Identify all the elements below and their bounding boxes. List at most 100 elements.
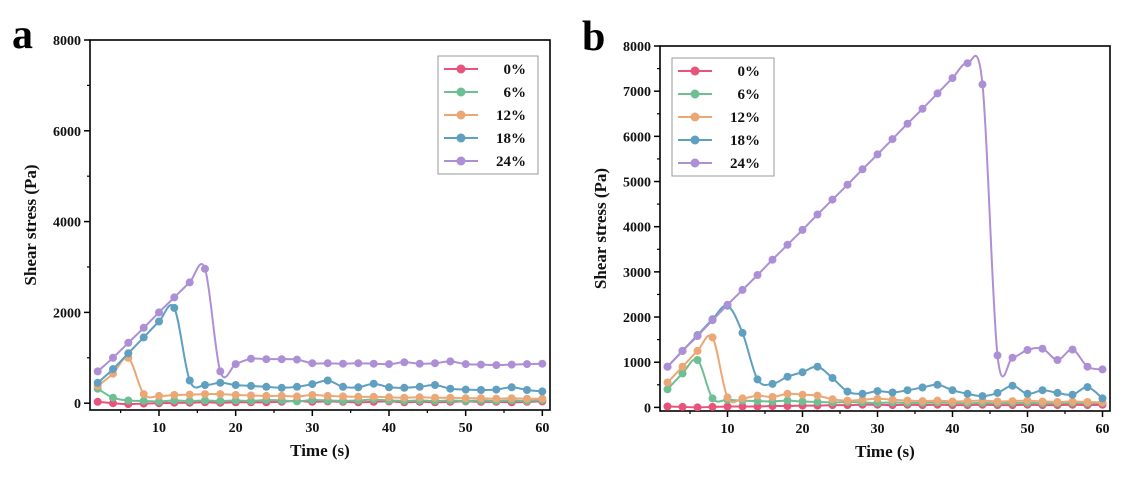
panel-letter-b: b bbox=[582, 14, 605, 60]
data-point-0pct bbox=[708, 402, 717, 411]
y-tick-label: 8000 bbox=[623, 40, 651, 55]
data-point-18pct bbox=[873, 387, 882, 396]
data-point-18pct bbox=[201, 381, 209, 389]
data-point-6pct bbox=[170, 396, 179, 405]
data-point-18pct bbox=[170, 303, 179, 312]
legend-label: 12% bbox=[730, 110, 760, 126]
data-point-24pct bbox=[277, 355, 286, 364]
legend-marker bbox=[456, 156, 466, 166]
data-point-18pct bbox=[431, 381, 439, 389]
legend-label: 6% bbox=[504, 85, 527, 101]
data-point-18pct bbox=[1023, 389, 1032, 398]
data-point-12pct bbox=[1038, 397, 1047, 406]
data-point-12pct bbox=[843, 396, 852, 405]
x-axis-title: Time (s) bbox=[855, 442, 915, 461]
data-point-12pct bbox=[933, 396, 942, 405]
legend-marker bbox=[690, 158, 700, 168]
legend-marker bbox=[456, 133, 466, 143]
plot-frame bbox=[659, 45, 1111, 412]
data-point-18pct bbox=[139, 333, 148, 342]
data-point-12pct bbox=[461, 394, 470, 403]
data-point-24pct bbox=[828, 195, 837, 204]
x-axis-title: Time (s) bbox=[290, 441, 350, 460]
data-point-24pct bbox=[308, 359, 317, 368]
y-axis-title: Shear stress (Pa) bbox=[591, 168, 610, 289]
data-point-18pct bbox=[385, 383, 393, 392]
data-point-12pct bbox=[247, 391, 255, 400]
data-point-0pct bbox=[93, 397, 102, 406]
data-point-18pct bbox=[262, 382, 271, 391]
legend-label: 12% bbox=[496, 108, 526, 124]
data-point-6pct bbox=[185, 396, 194, 405]
data-point-24pct bbox=[678, 346, 687, 355]
data-point-18pct bbox=[293, 382, 301, 391]
data-point-18pct bbox=[813, 362, 822, 371]
y-tick-label: 8000 bbox=[53, 34, 81, 49]
data-point-24pct bbox=[339, 359, 347, 368]
x-tick-label: 20 bbox=[796, 422, 810, 437]
data-point-12pct bbox=[813, 391, 822, 400]
series-line-18pct bbox=[666, 304, 1104, 400]
data-point-12pct bbox=[873, 394, 882, 403]
data-point-12pct bbox=[678, 362, 687, 371]
data-point-24pct bbox=[369, 359, 378, 368]
data-point-24pct bbox=[948, 74, 957, 83]
data-point-18pct bbox=[354, 383, 363, 392]
data-point-24pct bbox=[139, 323, 148, 332]
data-point-18pct bbox=[828, 374, 837, 382]
data-point-12pct bbox=[446, 393, 455, 402]
legend-label: 0% bbox=[504, 62, 527, 78]
x-tick-label: 30 bbox=[871, 422, 885, 437]
data-point-12pct bbox=[1008, 397, 1017, 406]
data-point-6pct bbox=[201, 396, 209, 405]
data-point-24pct bbox=[293, 355, 301, 364]
series-line-18pct bbox=[97, 304, 543, 393]
legend: 0% 6% 12% 18% 24% bbox=[671, 57, 775, 177]
plot-area bbox=[93, 263, 547, 409]
data-point-18pct bbox=[339, 382, 347, 391]
data-point-12pct bbox=[262, 391, 271, 400]
data-point-12pct bbox=[477, 394, 485, 403]
data-point-18pct bbox=[1008, 381, 1017, 390]
data-point-18pct bbox=[768, 379, 777, 388]
data-point-24pct bbox=[978, 80, 987, 89]
data-point-24pct bbox=[477, 360, 485, 369]
data-point-6pct bbox=[663, 385, 672, 394]
data-point-18pct bbox=[1038, 386, 1047, 395]
data-point-18pct bbox=[247, 381, 255, 390]
data-point-18pct bbox=[1083, 383, 1092, 392]
plot-frame bbox=[89, 39, 551, 411]
data-point-6pct bbox=[216, 396, 225, 405]
data-point-12pct bbox=[216, 390, 225, 399]
data-point-18pct bbox=[109, 365, 117, 374]
legend-marker bbox=[690, 66, 700, 76]
data-point-24pct bbox=[170, 293, 179, 302]
legend-label: 18% bbox=[496, 131, 526, 147]
data-point-24pct bbox=[1098, 365, 1107, 374]
legend: 0% 6% 12% 18% 24% bbox=[437, 55, 539, 175]
data-point-0pct bbox=[693, 403, 702, 411]
data-point-12pct bbox=[185, 390, 194, 399]
legend-marker bbox=[456, 110, 466, 120]
data-point-24pct bbox=[813, 210, 822, 219]
y-tick-label: 6000 bbox=[53, 125, 81, 140]
data-point-18pct bbox=[124, 349, 133, 358]
data-point-18pct bbox=[277, 383, 286, 392]
data-point-12pct bbox=[415, 393, 424, 402]
x-tick-label: 40 bbox=[946, 422, 960, 437]
data-point-24pct bbox=[1023, 346, 1032, 354]
data-point-18pct bbox=[185, 376, 194, 385]
data-point-12pct bbox=[339, 392, 347, 401]
data-point-24pct bbox=[354, 359, 363, 368]
data-point-12pct bbox=[492, 394, 501, 403]
data-point-24pct bbox=[93, 367, 102, 376]
data-point-24pct bbox=[523, 360, 531, 369]
y-tick-label: 7000 bbox=[623, 85, 651, 100]
data-point-6pct bbox=[798, 397, 807, 406]
legend-marker bbox=[456, 64, 466, 74]
data-point-12pct bbox=[783, 389, 792, 398]
plot-area bbox=[663, 54, 1107, 411]
data-point-12pct bbox=[293, 392, 301, 401]
data-point-24pct bbox=[753, 271, 762, 279]
x-tick-label: 20 bbox=[229, 421, 243, 436]
